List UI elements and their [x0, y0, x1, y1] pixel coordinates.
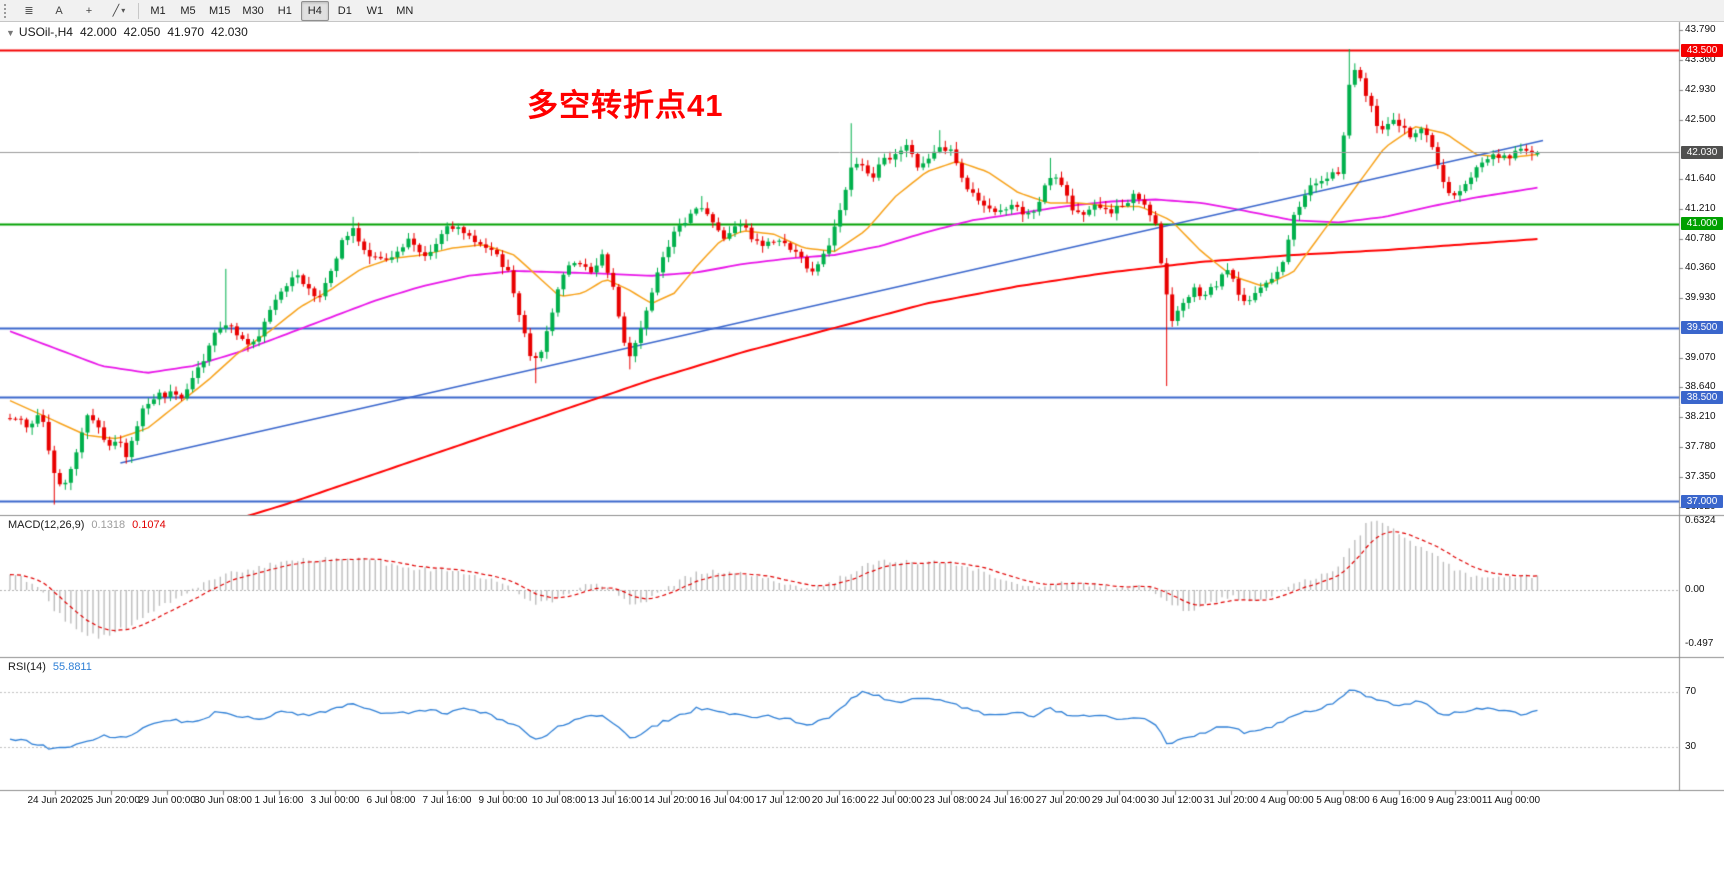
price-tick-label: 37.780 [1685, 441, 1716, 453]
timeframe-button-m30[interactable]: M30 [242, 4, 264, 17]
price-tick-label: 40.360 [1685, 262, 1716, 274]
toolbar-separator [138, 2, 139, 19]
symbol-timeframe-label: USOil-,H4 [18, 25, 73, 39]
time-tick-label: 24 Jun 2020 [27, 795, 83, 806]
macd-label: MACD(12,26,9) 0.1318 0.1074 [8, 519, 173, 531]
price-level-badge: 39.500 [1681, 321, 1723, 335]
timeframe-button-h1[interactable]: H1 [277, 4, 292, 17]
time-tick-label: 16 Jul 04:00 [699, 795, 755, 806]
price-tick-label: 43.790 [1685, 24, 1716, 36]
time-tick-label: 6 Jul 08:00 [366, 795, 416, 806]
time-tick-label: 4 Aug 00:00 [1260, 795, 1314, 806]
macd-name: MACD(12,26,9) [8, 519, 85, 531]
price-tick-label: 42.500 [1685, 113, 1716, 125]
price-level-badge: 41.000 [1681, 217, 1723, 231]
time-tick-label: 3 Jul 00:00 [310, 795, 360, 806]
timeframe-button-m5[interactable]: M5 [180, 4, 196, 17]
timeframe-button-h4[interactable]: H4 [300, 0, 329, 21]
rsi-scale-label: 30 [1685, 741, 1697, 752]
timeframe-button-m1[interactable]: M1 [150, 4, 166, 17]
chart-title: ▼ USOil-,H4 42.000 42.050 41.970 42.030 [6, 25, 248, 39]
time-tick-label: 5 Aug 08:00 [1316, 795, 1370, 806]
rsi-scale-label: 70 [1685, 686, 1697, 697]
price-tick-label: 39.070 [1685, 351, 1716, 363]
collapse-arrow-icon[interactable]: ▼ [6, 28, 15, 38]
time-tick-label: 24 Jul 16:00 [979, 795, 1035, 806]
price-tick-label: 42.930 [1685, 83, 1716, 95]
timeframe-buttons-group: M1 M5 M15 M30 H1 H4 D1 W1 MN [143, 0, 420, 21]
macd-scale-label: -0.497 [1685, 638, 1714, 650]
time-tick-label: 11 Aug 00:00 [1481, 795, 1541, 806]
macd-signal-value: 0.1074 [132, 519, 166, 531]
annotation-text: 多空转折点41 [527, 88, 724, 123]
toolbar: ≣ A + ╱ ▾ M1 M5 M15 M30 H1 H4 D1 W1 MN [0, 0, 1724, 22]
price-axis[interactable]: 43.790 43.360 42.930 42.500 41.640 41.210 40.7… [1680, 22, 1724, 790]
price-tick-label: 41.210 [1685, 203, 1716, 215]
price-tick-label: 40.780 [1685, 233, 1716, 245]
rsi-name: RSI(14) [8, 661, 46, 673]
timeframe-button-mn[interactable]: MN [396, 4, 414, 17]
open-value: 42.000 [79, 25, 117, 39]
macd-scale-label: 0.6324 [1685, 515, 1716, 526]
time-tick-label: 25 Jun 20:00 [82, 795, 140, 806]
time-tick-label: 31 Jul 20:00 [1203, 795, 1259, 806]
price-tick-label: 37.350 [1685, 470, 1716, 482]
rsi-value: 55.8811 [52, 661, 92, 673]
timeframe-button-w1[interactable]: W1 [366, 4, 384, 17]
cursor-tool-icon[interactable]: A [55, 4, 63, 17]
price-tick-label: 38.640 [1685, 381, 1716, 393]
price-tick-label: 41.640 [1685, 173, 1716, 185]
toolbar-grip[interactable] [4, 3, 10, 18]
timeframe-button-m15[interactable]: M15 [209, 4, 231, 17]
tool-icons-group: ≣ A + ╱ ▾ [14, 1, 134, 21]
time-tick-label: 30 Jul 12:00 [1147, 795, 1203, 806]
line-studies-dropdown[interactable]: ╱ ▾ [112, 5, 126, 17]
charts-list-icon[interactable]: ≣ [24, 5, 34, 17]
crosshair-tool-icon[interactable]: + [85, 4, 93, 17]
price-tick-label: 38.210 [1685, 411, 1716, 423]
time-tick-label: 13 Jul 16:00 [587, 795, 643, 806]
price-tick-label: 43.360 [1685, 54, 1716, 66]
time-tick-label: 10 Jul 08:00 [531, 795, 587, 806]
price-level-badge: 37.000 [1681, 494, 1723, 508]
time-tick-label: 20 Jul 16:00 [811, 795, 867, 806]
time-tick-label: 7 Jul 16:00 [422, 795, 472, 806]
time-tick-label: 29 Jun 00:00 [138, 795, 196, 806]
timeframe-button-d1[interactable]: D1 [337, 4, 352, 17]
high-value: 42.050 [123, 25, 161, 39]
macd-scale-label: 0.00 [1685, 584, 1705, 595]
chevron-down-icon: ▾ [121, 6, 126, 15]
time-tick-label: 22 Jul 00:00 [867, 795, 923, 806]
price-tick-label: 39.930 [1685, 291, 1716, 303]
time-tick-label: 23 Jul 08:00 [923, 795, 979, 806]
time-tick-label: 29 Jul 04:00 [1091, 795, 1147, 806]
rsi-label: RSI(14) 55.8811 [8, 661, 99, 673]
time-tick-label: 30 Jun 08:00 [194, 795, 252, 806]
time-tick-label: 17 Jul 12:00 [755, 795, 811, 806]
macd-value: 0.1318 [91, 519, 126, 531]
time-tick-label: 6 Aug 16:00 [1372, 795, 1426, 806]
time-tick-label: 14 Jul 20:00 [643, 795, 699, 806]
time-tick-label: 9 Jul 00:00 [478, 795, 528, 806]
time-axis[interactable]: 24 Jun 2020 25 Jun 20:00 29 Jun 00:00 30 Ju… [0, 791, 1724, 811]
low-value: 41.970 [167, 25, 205, 39]
price-level-badge: 38.500 [1681, 390, 1723, 404]
time-tick-label: 1 Jul 16:00 [254, 795, 304, 806]
close-value: 42.030 [211, 25, 248, 39]
current-price-badge: 42.030 [1681, 145, 1723, 159]
price-level-badge: 43.500 [1681, 43, 1723, 57]
time-tick-label: 9 Aug 23:00 [1428, 795, 1482, 806]
time-tick-label: 27 Jul 20:00 [1035, 795, 1091, 806]
